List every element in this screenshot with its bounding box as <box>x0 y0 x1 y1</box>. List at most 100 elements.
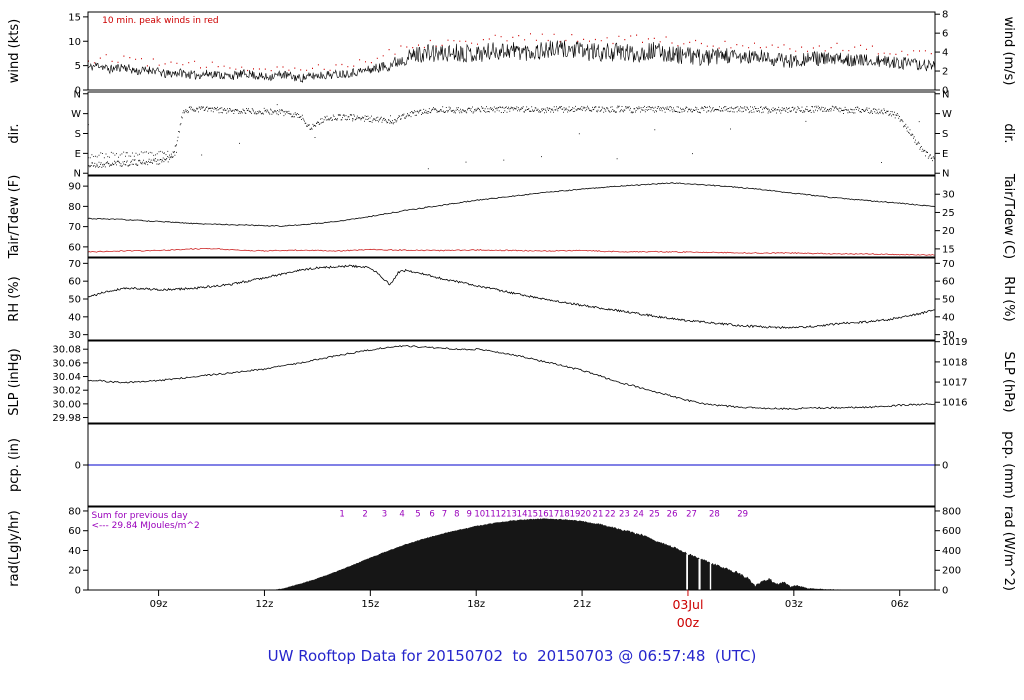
tick-label-right: 20 <box>942 226 955 237</box>
tick-label-left: 70 <box>68 222 81 233</box>
tick-label-left: W <box>71 109 81 120</box>
tick-label-right: 1016 <box>942 398 967 409</box>
tick-label-left: 40 <box>68 546 81 557</box>
tick-label-left: 30 <box>68 330 81 341</box>
tick-label-right: 0 <box>942 586 948 597</box>
tick-label-right: 50 <box>942 295 955 306</box>
rad-cumulative-marker: 6 <box>429 510 434 520</box>
rh-panel-border <box>87 257 936 341</box>
rad-cumulative-marker: 3 <box>382 510 387 520</box>
wind-panel-border <box>87 11 936 91</box>
tick-label-left: 10 <box>68 37 81 48</box>
tick-label-right: 2 <box>942 67 948 78</box>
rh-axis-label-left: RH (%) <box>7 276 22 321</box>
tick-label-left: N <box>74 89 81 100</box>
slp-axis-label-right: SLP (hPa) <box>1001 351 1016 412</box>
tick-label-left: 0 <box>75 86 81 97</box>
slp-plot-area <box>88 344 935 411</box>
rad-cumulative-marker: 15 <box>527 510 538 520</box>
rad-axis-label-left: rad(Lgly/hr) <box>7 510 22 586</box>
rad-cumulative-marker: 12 <box>495 510 506 520</box>
tick-label-right: 1019 <box>942 337 967 348</box>
rh-series-0 <box>88 264 935 330</box>
tick-label-right: 800 <box>942 506 961 517</box>
tick-label-right: 70 <box>942 259 955 270</box>
tick-label-left: 80 <box>68 202 81 213</box>
dir-axis-label-left: dir. <box>7 123 22 143</box>
rad-cumulative-marker: 22 <box>605 510 616 520</box>
rad-axis-label-right: rad (W/m^2) <box>1001 506 1016 591</box>
x-tick-label: 12z <box>255 599 273 610</box>
tick-label-left: 60 <box>68 242 81 253</box>
rad-gap-0 <box>686 554 688 590</box>
rad-cumulative-marker: 14 <box>517 510 528 520</box>
tick-label-right: E <box>942 149 948 160</box>
tick-label-right: 60 <box>942 277 955 288</box>
tick-label-right: 30 <box>942 330 955 341</box>
tick-label-left: 30.06 <box>52 358 81 369</box>
rad-cumulative-marker: 24 <box>633 510 644 520</box>
wind-axis-label-left: wind (kts) <box>7 19 22 83</box>
temp-plot-area <box>88 182 935 256</box>
temp-axis-label-right: Tair/Tdew (C) <box>1001 173 1016 259</box>
x-tick-label: 03z <box>785 599 803 610</box>
x-tick-label: 15z <box>361 599 379 610</box>
x-tick-label: 06z <box>891 599 909 610</box>
rad-cumulative-marker: 5 <box>415 510 420 520</box>
rad-cumulative-marker: 26 <box>667 510 678 520</box>
rad-cumulative-marker: 9 <box>466 510 471 520</box>
rad-cumulative-marker: 27 <box>686 510 697 520</box>
slp-axis-label-left: SLP (inHg) <box>7 348 22 416</box>
slp-series-0 <box>88 344 935 411</box>
wind-annotation-0: 10 min. peak winds in red <box>102 16 219 26</box>
rh-axis-label-right: RH (%) <box>1001 276 1016 321</box>
tick-label-right: W <box>942 109 952 120</box>
tick-label-left: 5 <box>75 61 81 72</box>
rad-cumulative-marker: 25 <box>649 510 660 520</box>
dir-series-1 <box>88 104 920 170</box>
rad-cumulative-marker: 23 <box>619 510 630 520</box>
temp-series-1 <box>88 247 935 256</box>
tick-label-right: 200 <box>942 566 961 577</box>
chart-title: UW Rooftop Data for 20150702 to 20150703… <box>267 647 757 665</box>
rad-cumulative-marker: 20 <box>580 510 591 520</box>
tick-label-right: 8 <box>942 10 948 21</box>
wind-axis-label-right: wind (m/s) <box>1001 17 1016 86</box>
rad-cumulative-marker: 28 <box>709 510 720 520</box>
tick-label-right: 4 <box>942 48 948 59</box>
tick-label-right: 25 <box>942 208 955 219</box>
tick-label-left: 80 <box>68 506 81 517</box>
rad-plot-area: 1 2 3 4 5 6 7 8 9 10 11 12 13 14 15 16 17 18 19 20 21 22 23 24 2… <box>88 510 935 590</box>
tick-label-right: 400 <box>942 546 961 557</box>
tick-label-right: 1017 <box>942 378 967 389</box>
dir-panel-border <box>87 91 936 176</box>
tick-label-left: 29.98 <box>52 413 81 424</box>
multi-panel-meteogram: 10 min. peak winds in red 15 10 5 0 8 6 4 2 0 wind… <box>7 10 1016 630</box>
wind-series-0 <box>88 40 935 84</box>
tick-label-left: 30.04 <box>52 372 81 383</box>
tick-label-left: E <box>75 149 81 160</box>
slp-panel-border <box>87 340 936 424</box>
rh-plot-area <box>88 264 935 330</box>
rad-cumulative-marker: 19 <box>570 510 581 520</box>
temp-axis-label-left: Tair/Tdew (F) <box>7 175 22 260</box>
dir-axis-label-right: dir. <box>1001 123 1016 143</box>
tick-label-left: 40 <box>68 312 81 323</box>
dir-series-2 <box>88 150 177 159</box>
meteogram-svg: 10 min. peak winds in red15105086420wind… <box>7 10 1016 630</box>
tick-label-right: S <box>942 129 948 140</box>
tick-label-left: 90 <box>68 182 81 193</box>
tick-label-right: 0 <box>942 86 948 97</box>
tick-label-right: 30 <box>942 190 955 201</box>
tick-label-left: 0 <box>75 461 81 472</box>
tick-label-left: 30.02 <box>52 386 81 397</box>
tick-label-left: 60 <box>68 277 81 288</box>
tick-label-right: 0 <box>942 461 948 472</box>
pcp-axis-label-left: pcp. (in) <box>7 438 22 492</box>
tick-label-right: 1018 <box>942 357 967 368</box>
dir-series-0 <box>88 105 935 168</box>
pcp-axis-label-right: pcp. (mm) <box>1001 431 1016 498</box>
rad-panel-border <box>87 506 936 591</box>
tick-label-left: 30.00 <box>52 399 81 410</box>
temp-series-0 <box>88 182 935 227</box>
